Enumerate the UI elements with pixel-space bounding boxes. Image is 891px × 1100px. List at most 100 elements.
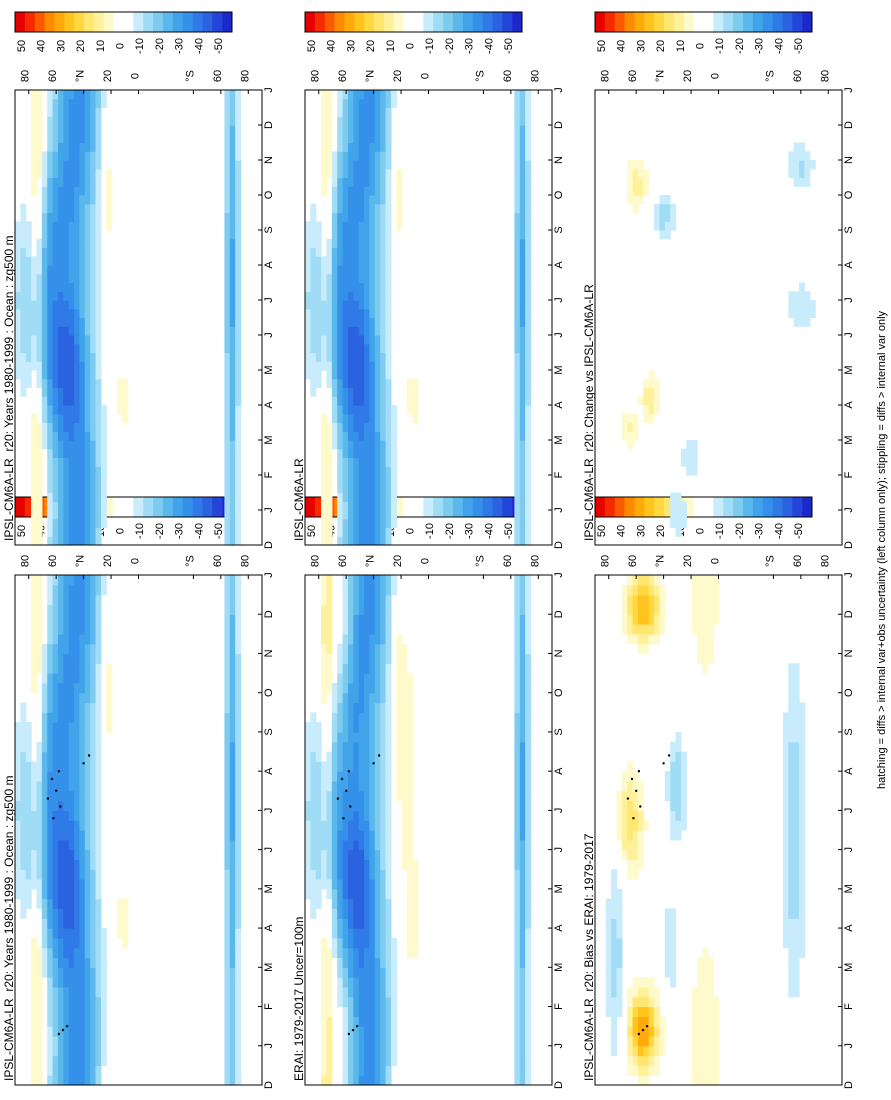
cell xyxy=(380,133,387,144)
cell xyxy=(52,614,59,625)
lat-tick-label: 80 xyxy=(600,70,612,82)
cell xyxy=(57,317,64,327)
colorbar-swatch xyxy=(34,12,45,32)
cell xyxy=(36,142,43,152)
cell xyxy=(79,1026,86,1037)
cell xyxy=(47,575,54,586)
cell xyxy=(31,1026,38,1037)
cell xyxy=(514,800,521,811)
cell xyxy=(15,265,21,275)
cell xyxy=(380,722,387,733)
cell xyxy=(670,947,677,959)
cell xyxy=(321,859,328,870)
cell xyxy=(229,800,236,811)
cell xyxy=(401,643,408,655)
cell xyxy=(675,501,682,511)
cell xyxy=(310,265,317,275)
cell xyxy=(659,614,666,625)
cell xyxy=(525,125,532,135)
cell xyxy=(385,810,392,821)
cell xyxy=(229,663,236,674)
cell xyxy=(321,692,328,704)
cell xyxy=(407,712,413,723)
cell xyxy=(79,604,86,615)
cell xyxy=(90,265,97,275)
cell xyxy=(616,986,623,998)
cell xyxy=(664,771,671,782)
cell xyxy=(310,300,317,310)
cell xyxy=(637,168,644,179)
cell xyxy=(627,1026,634,1037)
cell xyxy=(90,527,97,537)
cell xyxy=(632,624,639,635)
cell xyxy=(235,800,242,811)
cell xyxy=(358,1006,365,1017)
cell xyxy=(31,273,38,284)
cell xyxy=(95,712,102,723)
cell xyxy=(52,682,59,694)
cell xyxy=(637,839,644,851)
cell xyxy=(68,977,75,988)
cell xyxy=(514,501,521,511)
cell xyxy=(31,186,38,196)
cell xyxy=(342,326,349,336)
cell xyxy=(342,466,349,476)
cell xyxy=(84,575,91,586)
cell xyxy=(74,422,81,432)
cell xyxy=(342,282,349,292)
cell xyxy=(353,1055,360,1066)
cell xyxy=(224,888,231,900)
cell xyxy=(315,859,322,870)
cell xyxy=(95,317,102,327)
cell xyxy=(63,247,70,257)
cell xyxy=(74,663,81,674)
cell xyxy=(57,702,64,713)
month-tick-label: J xyxy=(553,808,565,814)
cell xyxy=(713,1026,720,1037)
cell xyxy=(358,273,365,284)
cell xyxy=(713,1006,720,1017)
colorbar-swatch xyxy=(733,497,744,517)
cell xyxy=(605,928,612,939)
cell xyxy=(47,440,54,450)
cell xyxy=(90,790,97,802)
cell xyxy=(84,142,91,152)
cell xyxy=(353,326,360,336)
cell xyxy=(95,475,102,485)
cell xyxy=(347,633,354,645)
stipple-dot xyxy=(349,805,352,808)
cell xyxy=(95,790,102,802)
cell xyxy=(41,898,48,910)
cell xyxy=(95,160,102,170)
cell xyxy=(670,203,677,214)
colorbar-tick-label: -30 xyxy=(174,523,186,539)
cell xyxy=(79,343,86,354)
cell xyxy=(342,300,349,310)
cell xyxy=(358,440,365,450)
cell xyxy=(353,151,360,161)
cell xyxy=(20,387,27,397)
cell xyxy=(353,780,360,792)
cell xyxy=(52,986,59,998)
cell xyxy=(654,1026,661,1037)
cell xyxy=(702,1045,709,1057)
cell xyxy=(697,624,703,635)
cell xyxy=(519,518,526,529)
cell xyxy=(63,957,70,968)
cell xyxy=(396,741,403,753)
cell xyxy=(321,186,328,196)
cell xyxy=(643,1045,650,1057)
cell xyxy=(525,405,532,415)
cell xyxy=(52,937,59,949)
cell xyxy=(52,256,59,266)
colorbar-swatch xyxy=(143,497,154,517)
cell xyxy=(68,663,75,674)
cell xyxy=(519,653,526,664)
cell xyxy=(337,673,344,684)
field-change xyxy=(621,142,816,537)
colorbar-swatch xyxy=(512,12,523,32)
cell xyxy=(353,317,360,327)
cell xyxy=(84,107,91,117)
cell xyxy=(358,527,365,537)
cell xyxy=(331,151,338,161)
